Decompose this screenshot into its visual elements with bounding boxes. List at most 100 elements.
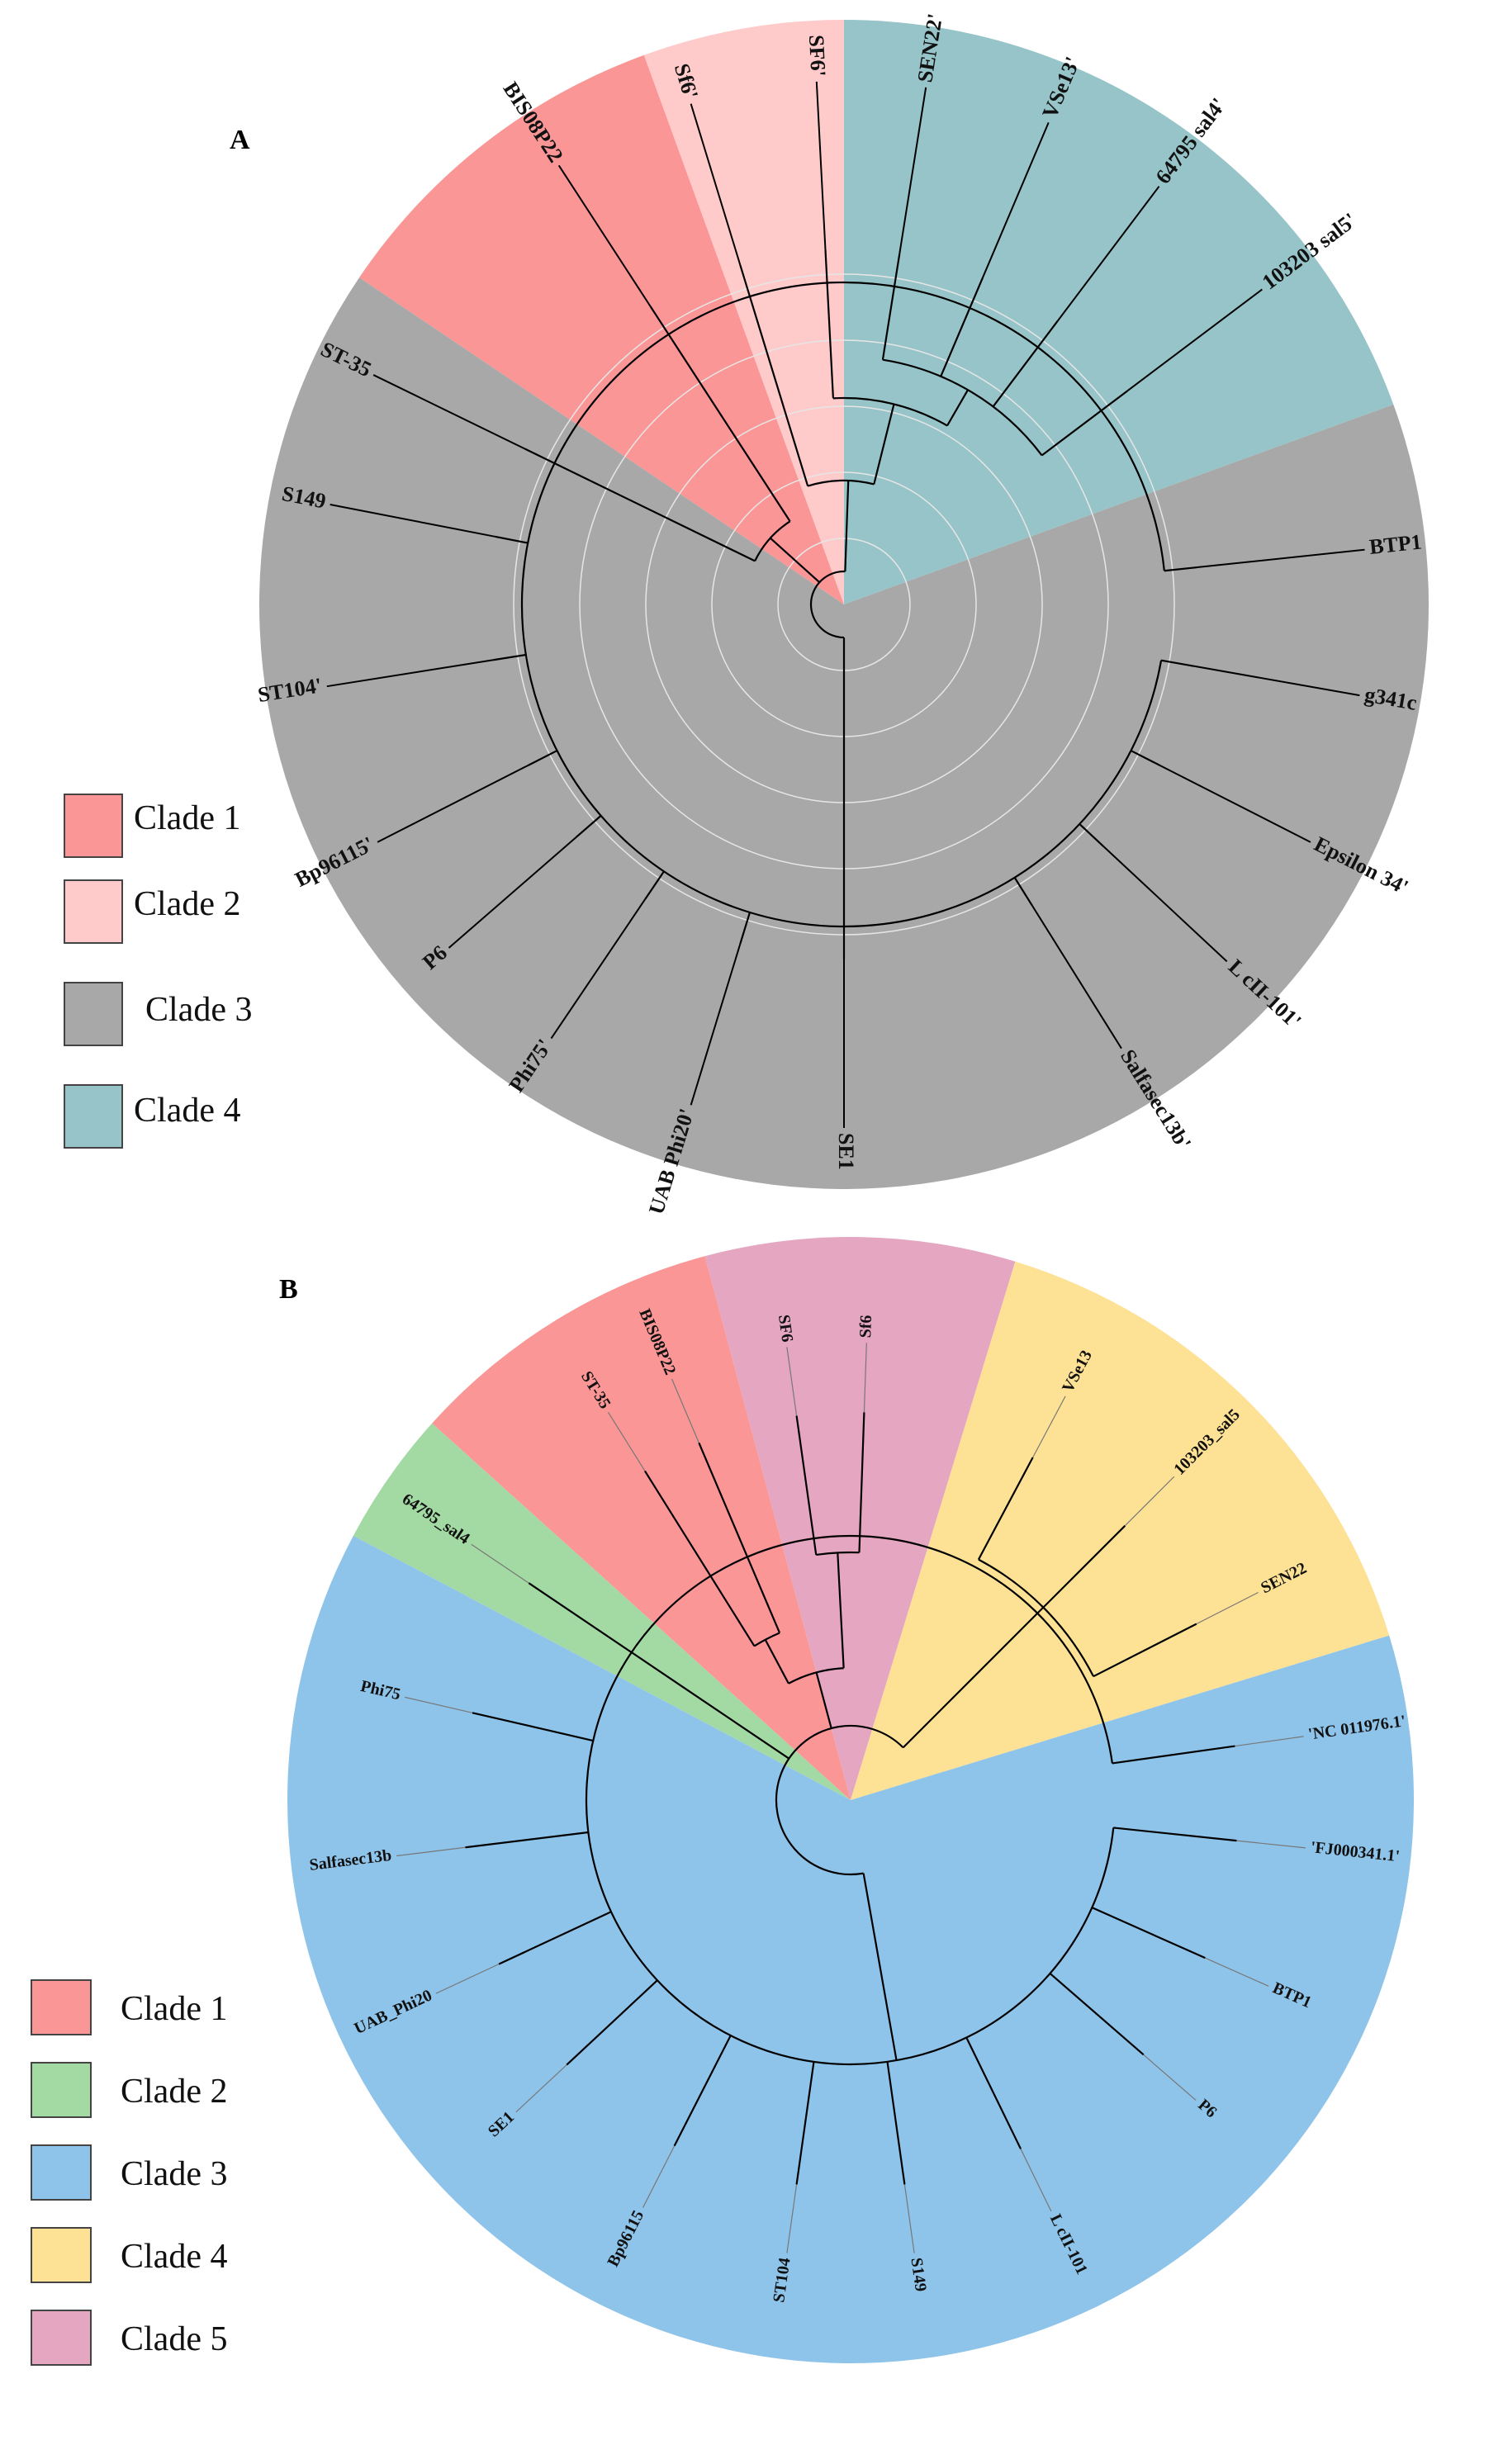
legend-a-item-4: Clade 4: [64, 1084, 240, 1149]
panel-a-tip-leader: [1056, 186, 1160, 322]
legend-a-item-3: Clade 3: [64, 982, 252, 1046]
panel-b-legend: Clade 1 Clade 2 Clade 3 Clade 4 Clade 5: [31, 1979, 227, 2366]
panel-b-branch: [764, 1639, 789, 1685]
legend-b-label-3: Clade 3: [121, 2155, 227, 2193]
panel-b-tip-label: SF6: [775, 1314, 796, 1343]
panel-b-branch: [795, 2061, 815, 2185]
panel-b-branch: [673, 2035, 732, 2147]
legend-b-swatch-1: [31, 1979, 92, 2035]
legend-b-item-1: Clade 1: [31, 1979, 227, 2035]
panel-a-branch-arc: [809, 570, 846, 639]
panel-b-letter: B: [279, 1274, 298, 1305]
legend-b-label-2: Clade 2: [121, 2073, 227, 2111]
legend-b-item-4: Clade 4: [31, 2227, 227, 2283]
panel-a-branch: [1164, 566, 1197, 572]
legend-b-swatch-2: [31, 2062, 92, 2118]
panel-b-branch: [795, 1415, 818, 1556]
panel-a-tip-leader: [1031, 905, 1122, 1050]
legend-b-swatch-3: [31, 2144, 92, 2201]
panel-a-tip-leader: [372, 374, 525, 450]
panel-a-branch-arc: [832, 396, 948, 427]
panel-a-branch: [1130, 750, 1161, 767]
panel-b-tip-leader: [1124, 1476, 1175, 1527]
panel-a-branch: [1041, 390, 1129, 457]
panel-b-branch: [862, 1873, 898, 2061]
panel-a-tip-label: SF6': [804, 34, 831, 77]
panel-b-branch: [1049, 1973, 1145, 2056]
panel-a-branch: [824, 249, 835, 399]
panel-a-tree-branches: [493, 249, 1197, 960]
panel-b-sector-clade-1: [432, 1256, 851, 1800]
panel-b-branch: [465, 1831, 589, 1849]
legend-b-swatch-5: [31, 2310, 92, 2366]
legend-a-swatch-4: [64, 1084, 123, 1149]
panel-b-sector-clade-3: [287, 1535, 1414, 2363]
legend-a-label-4: Clade 4: [134, 1092, 240, 1130]
panel-b-branch: [644, 1470, 756, 1647]
panel-a-tip-leader: [448, 836, 577, 949]
panel-a-branch: [844, 481, 850, 572]
panel-a-tip-leader: [1197, 548, 1365, 569]
legend-a-swatch-1: [64, 794, 123, 858]
panel-b-branch: [902, 1606, 1045, 1749]
panel-b-branch-arc: [978, 1558, 1095, 1677]
panel-a-sector-clade-4: [844, 20, 1394, 604]
legend-b-item-5: Clade 5: [31, 2310, 227, 2366]
panel-b-branch: [528, 1582, 687, 1690]
panel-a-branch-arc: [882, 358, 1043, 457]
panel-b-tip-leader: [642, 2145, 676, 2208]
legend-a-label-1: Clade 1: [134, 799, 240, 837]
panel-b-branch: [858, 1412, 865, 1553]
panel-a-branch-arc: [520, 281, 1165, 928]
panel-a-tip-leader: [550, 898, 647, 1040]
panel-a-branch: [1160, 659, 1194, 667]
legend-a-swatch-3: [64, 982, 123, 1046]
panel-a-tip-leader: [1102, 846, 1228, 963]
panel-a-branch: [940, 277, 984, 377]
panel-b-tip-leader: [786, 1347, 798, 1416]
panel-a-branch: [770, 537, 821, 584]
panel-b-tip-leader: [903, 2184, 915, 2253]
panel-a-branch: [527, 750, 558, 767]
panel-a-tip-leader: [330, 504, 496, 538]
legend-a-swatch-2: [64, 879, 123, 944]
panel-b-tip-leader: [471, 1543, 529, 1584]
panel-b-tip-leader: [1020, 2149, 1052, 2212]
panel-b-branch: [472, 1712, 594, 1742]
panel-b-tip-leader: [863, 1343, 867, 1413]
panel-b-branch: [685, 1688, 790, 1760]
panel-b-sector-clade-2: [353, 1423, 851, 1800]
panel-b-tip-leader: [515, 2064, 567, 2113]
panel-b-tip-leader: [1236, 1840, 1306, 1849]
legend-b-item-3: Clade 3: [31, 2144, 227, 2201]
panel-a-branch: [575, 815, 602, 838]
panel-b-tip-leader: [671, 1378, 699, 1443]
panel-a-branch: [1013, 877, 1033, 907]
panel-b-tip-leader: [435, 1964, 500, 1994]
legend-a-label-3: Clade 3: [145, 991, 252, 1029]
panel-b-branch: [1093, 1623, 1197, 1678]
panel-a-tip-leader: [1159, 765, 1311, 843]
panel-b-branch-arc: [753, 1632, 780, 1647]
panel-a-tip-leader: [690, 943, 742, 1106]
panel-a-tip-leader: [1126, 288, 1263, 392]
panel-a-branch: [1079, 823, 1105, 848]
panel-a-branch: [881, 254, 901, 360]
panel-b-branch: [566, 1979, 658, 2066]
panel-a-branch-arc: [807, 479, 875, 487]
panel-a-branch: [946, 389, 969, 427]
panel-b-branch: [698, 1442, 781, 1633]
panel-a-letter: A: [230, 125, 250, 155]
panel-b-tip-label: Sf6: [856, 1315, 875, 1339]
panel-a-tip-label: SE1: [834, 1133, 858, 1170]
panel-b-branch-arc: [775, 1724, 904, 1876]
legend-b-label-5: Clade 5: [121, 2320, 227, 2358]
panel-b-tree-branches: [465, 1412, 1237, 2185]
panel-a-branch: [739, 912, 752, 945]
panel-b-branch: [886, 2061, 906, 2185]
panel-a-branch: [495, 535, 529, 544]
legend-a-label-2: Clade 2: [134, 885, 240, 923]
panel-a-branch: [992, 320, 1059, 408]
